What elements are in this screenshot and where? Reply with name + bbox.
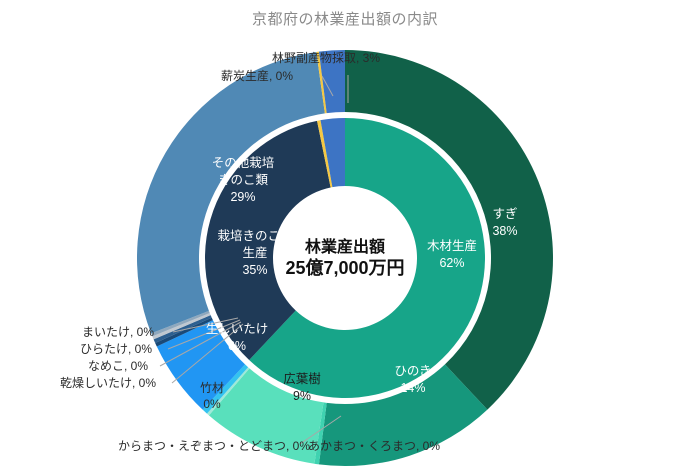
slice-label-kouyouju: 広葉樹 9% <box>283 372 321 403</box>
pie-slice[interactable] <box>137 51 325 334</box>
pie-slice[interactable] <box>318 50 345 114</box>
callout-label-takezai-value: 0% <box>203 397 221 411</box>
leader-line-kansou-shiitake <box>171 323 244 384</box>
pie-slice[interactable] <box>249 118 485 398</box>
slice-label-sugi: すぎ 38% <box>492 207 517 238</box>
slice-label-sonota-saibai: その他栽培きのこ類 29% <box>212 155 275 204</box>
inner-ring-segments <box>205 118 485 398</box>
segment-inside-labels: すぎ 38% ひのき 14% 広葉樹 9% 生しいたけ 6% その他栽培きのこ類 29% 木材生産 6… <box>206 155 518 403</box>
callout-label-rinya-fukusanbutsu: 林野副産物採取, 3% <box>272 50 380 65</box>
pie-slice[interactable] <box>206 367 250 416</box>
leader-lines <box>159 75 349 445</box>
pie-slice[interactable] <box>208 368 324 464</box>
pie-slice[interactable] <box>205 120 331 361</box>
pie-slice[interactable] <box>153 315 212 343</box>
center-total-value: 25億7,000万円 <box>285 257 404 278</box>
page-title: 京都府の林業産出額の内訳 <box>251 11 438 28</box>
pie-slice[interactable] <box>320 118 345 188</box>
center-total-title: 林業産出額 <box>305 237 385 256</box>
callout-label-nameko: なめこ, 0% <box>88 359 148 373</box>
pie-slice[interactable] <box>318 364 488 467</box>
pie-slice[interactable] <box>314 402 327 465</box>
pie-slice[interactable] <box>345 50 554 410</box>
slice-label-mokuzai-seisan: 木材生産 62% <box>427 238 477 270</box>
callout-label-takezai: 竹材 <box>200 381 224 395</box>
leader-line-nameko <box>159 321 242 367</box>
callout-label-akamatsu: あかまつ・くろまつ, 0% <box>308 439 440 453</box>
pie-slice[interactable] <box>151 310 210 337</box>
pie-slice[interactable] <box>317 120 333 188</box>
leader-line-shintan-seisan <box>321 75 334 97</box>
pie-slice[interactable] <box>155 317 213 347</box>
slice-label-hinoki: ひのき 14% <box>394 364 431 395</box>
callout-labels: 林野副産物採取, 3% 薪炭生産, 0% まいたけ, 0% ひらたけ, 0% なめこ, … <box>60 50 440 453</box>
callout-label-karamatsu: からまつ・えぞまつ・とどまつ, 0% <box>118 439 310 453</box>
pie-slice[interactable] <box>152 313 211 340</box>
slice-label-namashiitake: 生しいたけ 6% <box>206 322 269 353</box>
callout-label-shintan-seisan: 薪炭生産, 0% <box>221 68 293 83</box>
outer-ring-segments <box>137 50 554 467</box>
callout-label-kansou-shiitake: 乾燥しいたけ, 0% <box>60 376 156 390</box>
pie-slice[interactable] <box>316 51 327 114</box>
leader-line-akamatsu <box>299 415 342 445</box>
pie-slice[interactable] <box>202 364 249 414</box>
pie-slice[interactable] <box>156 320 246 410</box>
leader-line-hiratake <box>167 319 241 350</box>
leader-line-maitake <box>172 317 239 333</box>
slice-label-saibai-kinoko-seisan: 栽培きのこ類生産 35% <box>217 228 293 277</box>
callout-label-hiratake: ひらたけ, 0% <box>80 342 152 356</box>
callout-label-maitake: まいたけ, 0% <box>82 325 154 339</box>
